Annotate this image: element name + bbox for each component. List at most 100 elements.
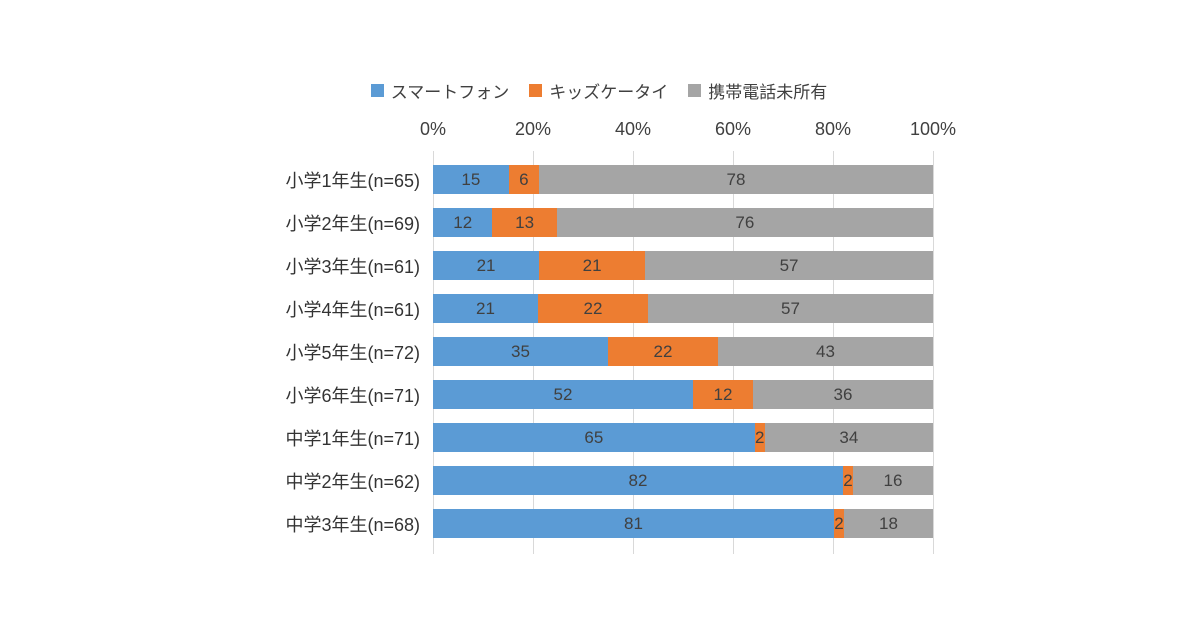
bar-segment: 76 [556,208,933,237]
bar-segment: 22 [538,294,648,323]
segment-value-label: 21 [582,255,602,275]
category-label: 中学1年生(n=71) [285,428,420,449]
segment-value-label: 16 [883,470,903,490]
bar-track: 52 12 36 [433,380,933,409]
segment-value-label: 78 [726,169,746,189]
category-label: 中学3年生(n=68) [285,514,420,535]
segment-value-label: 22 [653,341,673,361]
x-axis-tick-label: 20% [514,119,552,139]
bar-segment: 13 [492,208,557,237]
bar-row: 中学2年生(n=62) 82 2 16 [218,459,980,502]
bar-row: 中学3年生(n=68) 81 2 18 [218,502,980,545]
legend-label: スマートフォン [390,83,510,102]
category-label: 小学4年生(n=61) [285,299,420,320]
bar-segment: 81 [433,509,834,538]
bar-row: 小学4年生(n=61) 21 22 57 [218,287,980,330]
bar-track: 81 2 18 [433,509,933,538]
bar-segment: 21 [433,251,540,280]
chart-legend: スマートフォン キッズケータイ 携帯電話未所有 [218,78,980,103]
category-label: 小学3年生(n=61) [285,256,420,277]
segment-value-label: 52 [553,384,573,404]
bar-row: 中学1年生(n=71) 65 2 34 [218,416,980,459]
legend-swatch [370,84,384,97]
bar-track: 82 2 16 [433,466,933,495]
plot-area: 小学1年生(n=65) 15 6 78 小学2年生(n=69) 12 13 76 小学3年生(n… [218,151,980,554]
bar-row: 小学3年生(n=61) 21 21 57 [218,244,980,287]
x-axis-tick-label: 0% [419,119,447,139]
bar-segment: 21 [433,294,538,323]
bar-track: 65 2 34 [433,423,933,452]
segment-value-label: 35 [511,341,530,361]
legend-swatch [529,84,543,97]
segment-value-label: 82 [628,470,648,490]
bar-segment: 16 [853,466,933,495]
bar-segment: 6 [508,165,540,194]
bar-segment: 22 [608,337,718,366]
segment-value-label: 21 [476,298,495,318]
bar-rows: 小学1年生(n=65) 15 6 78 小学2年生(n=69) 12 13 76 小学3年生(n… [218,158,980,545]
bar-track: 35 22 43 [433,337,933,366]
x-axis-tick-label: 60% [714,119,752,139]
category-label: 小学5年生(n=72) [285,342,420,363]
segment-value-label: 36 [833,384,853,404]
segment-value-label: 2 [755,427,765,447]
legend-item: キッズケータイ [529,78,668,103]
segment-value-label: 57 [781,298,800,318]
segment-value-label: 13 [515,212,535,232]
segment-value-label: 21 [476,255,496,275]
segment-value-label: 81 [624,513,643,533]
bar-row: 小学6年生(n=71) 52 12 36 [218,373,980,416]
bar-track: 21 22 57 [433,294,933,323]
bar-segment: 78 [539,165,933,194]
bar-segment: 15 [433,165,509,194]
x-axis-tick-label: 80% [814,119,852,139]
segment-value-label: 15 [461,169,481,189]
bar-segment: 82 [433,466,843,495]
segment-value-label: 6 [519,169,529,189]
segment-value-label: 2 [834,513,844,533]
bar-segment: 2 [843,466,853,495]
gridline [932,151,934,554]
legend-label: 携帯電話未所有 [708,83,828,102]
bar-row: 小学5年生(n=72) 35 22 43 [218,330,980,373]
segment-value-label: 12 [453,212,473,232]
bar-segment: 52 [433,380,693,409]
legend-item: スマートフォン [370,78,510,103]
x-axis-tick-label: 100% [909,119,957,139]
legend-swatch [688,84,702,97]
segment-value-label: 18 [878,513,898,533]
segment-value-label: 22 [583,298,603,318]
bar-segment: 2 [754,423,765,452]
bar-segment: 34 [764,423,933,452]
x-axis: 0% 20% 40% 60% 80% 100% [420,119,956,151]
segment-value-label: 43 [816,341,835,361]
bar-track: 12 13 76 [433,208,933,237]
category-label: 小学2年生(n=69) [285,213,420,234]
category-label: 小学6年生(n=71) [285,385,420,406]
bar-segment: 12 [433,208,493,237]
bar-segment: 57 [648,294,933,323]
bar-segment: 36 [753,380,933,409]
segment-value-label: 34 [839,427,859,447]
bar-segment: 65 [433,423,755,452]
segment-value-label: 2 [843,470,853,490]
segment-value-label: 76 [735,212,755,232]
segment-value-label: 57 [779,255,799,275]
bar-segment: 21 [539,251,646,280]
bar-track: 21 21 57 [433,251,933,280]
bar-segment: 2 [833,509,844,538]
category-label: 小学1年生(n=65) [285,170,420,191]
bar-segment: 35 [433,337,608,366]
bar-row: 小学2年生(n=69) 12 13 76 [218,201,980,244]
bar-segment: 43 [718,337,933,366]
bar-segment: 57 [645,251,933,280]
x-axis-tick-label: 40% [614,119,652,139]
bar-segment: 18 [843,509,933,538]
bar-track: 15 6 78 [433,165,933,194]
legend-label: キッズケータイ [549,83,669,102]
segment-value-label: 65 [584,427,604,447]
category-label: 中学2年生(n=62) [285,471,420,492]
segment-value-label: 12 [713,384,733,404]
stacked-bar-chart: スマートフォン キッズケータイ 携帯電話未所有 0% 20% 40% 60% 80% 100%… [218,78,980,554]
legend-item: 携帯電話未所有 [688,78,827,103]
